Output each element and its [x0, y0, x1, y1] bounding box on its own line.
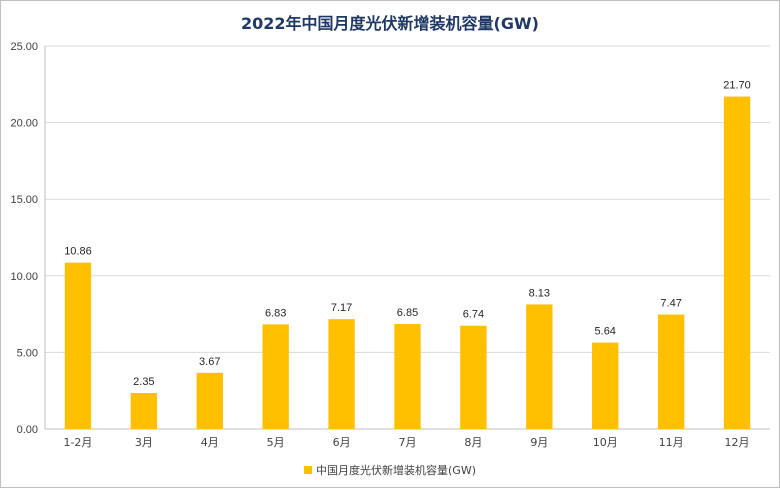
data-label: 7.47 [660, 298, 681, 310]
x-tick-label: 4月 [201, 436, 219, 449]
x-tick-label: 3月 [135, 436, 153, 449]
data-label: 6.74 [463, 309, 484, 321]
x-tick-label: 10月 [593, 436, 618, 449]
bar [262, 324, 289, 429]
y-tick-label: 5.00 [17, 347, 38, 359]
bar [394, 324, 421, 429]
x-tick-label: 1-2月 [63, 436, 92, 449]
bar [328, 319, 355, 429]
bar [196, 372, 223, 429]
y-tick-label: 0.00 [17, 424, 38, 436]
y-tick-label: 15.00 [10, 194, 38, 206]
data-label: 5.64 [595, 326, 616, 338]
x-tick-label: 6月 [333, 436, 351, 449]
y-tick-label: 10.00 [10, 271, 38, 283]
bar [526, 304, 553, 429]
data-label: 6.85 [397, 307, 418, 319]
data-label: 8.13 [529, 287, 550, 299]
bar [657, 314, 685, 429]
bar [64, 262, 92, 429]
data-label: 2.35 [133, 376, 154, 388]
bar [130, 392, 158, 429]
legend-swatch [304, 466, 312, 474]
x-tick-label: 5月 [267, 436, 285, 449]
x-tick-label: 11月 [659, 436, 684, 449]
legend-label: 中国月度光伏新增装机容量(GW) [316, 464, 476, 477]
data-label: 21.70 [723, 80, 751, 92]
bar [592, 342, 619, 429]
x-tick-label: 9月 [530, 436, 548, 449]
x-tick-label: 8月 [464, 436, 482, 449]
chart-title: 2022年中国月度光伏新增装机容量(GW) [241, 14, 539, 33]
x-tick-label: 7月 [399, 436, 417, 449]
x-tick-label: 12月 [725, 436, 750, 449]
data-label: 10.86 [64, 246, 92, 258]
bar [723, 96, 751, 429]
y-tick-label: 25.00 [10, 41, 38, 53]
data-label: 7.17 [331, 302, 352, 314]
y-tick-label: 20.00 [10, 118, 38, 130]
data-label: 6.83 [265, 307, 286, 319]
bar [460, 325, 487, 429]
data-label: 3.67 [199, 356, 220, 368]
chart-legend: 中国月度光伏新增装机容量(GW) [1, 462, 779, 478]
